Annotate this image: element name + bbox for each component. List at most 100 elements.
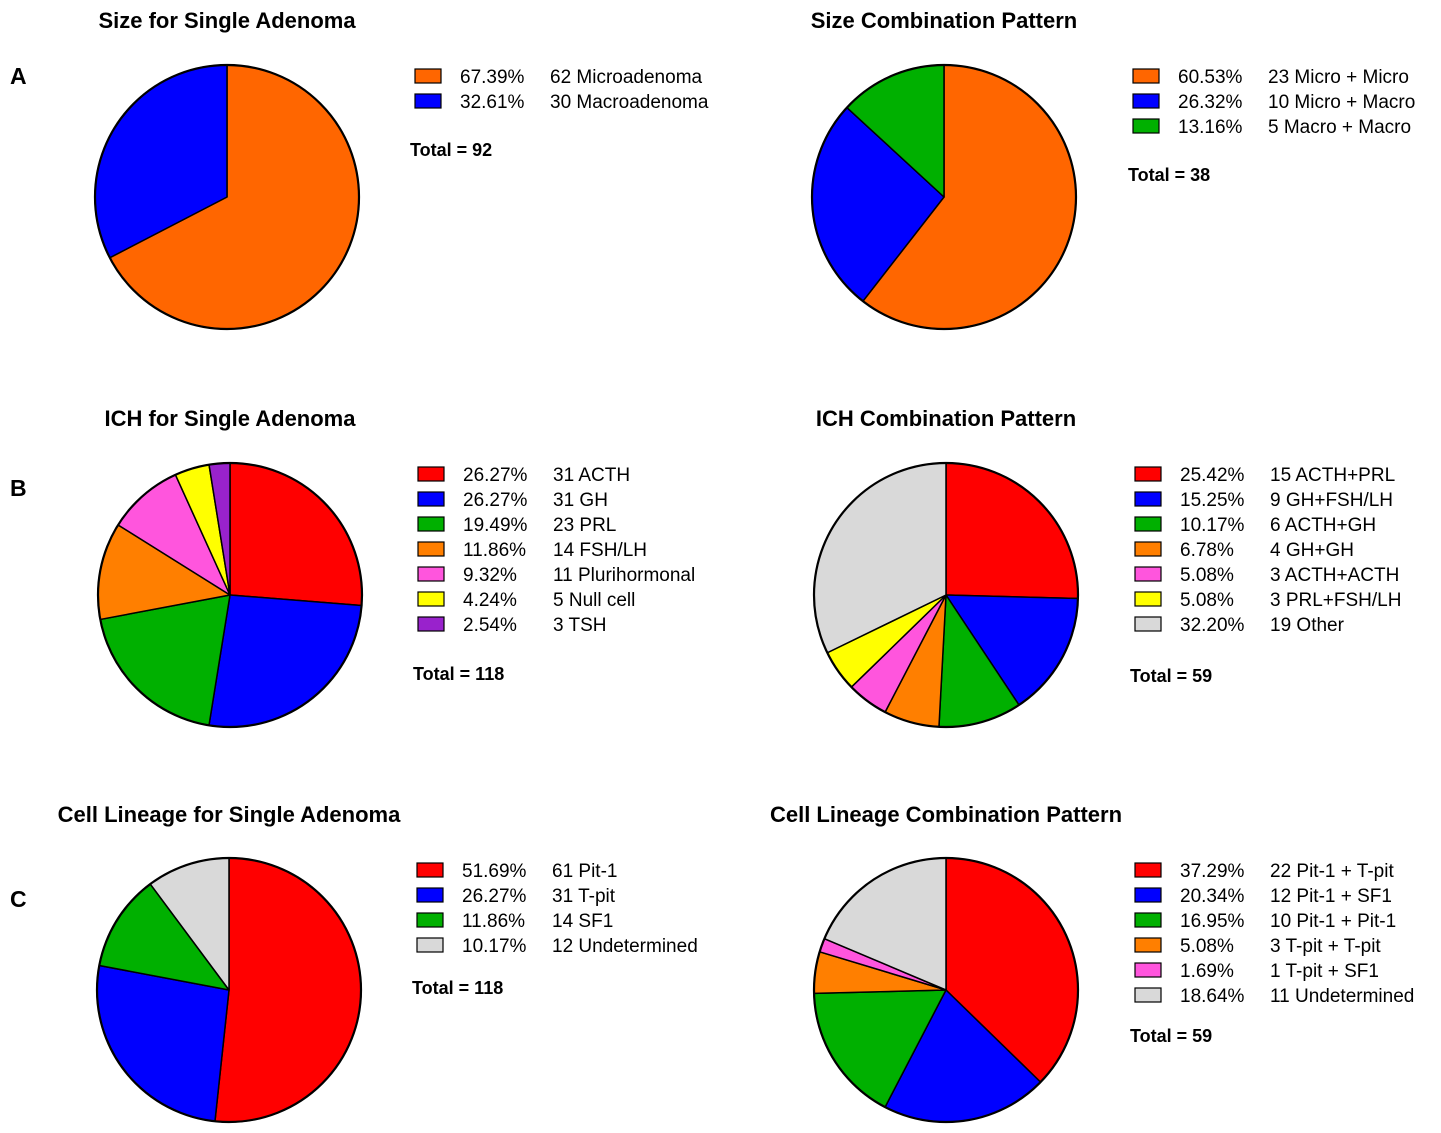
legend-label: 23 Micro + Micro xyxy=(1268,67,1409,88)
legend-percent: 4.24% xyxy=(463,590,517,611)
legend-percent: 10.17% xyxy=(1180,515,1245,536)
total-label: Total = 118 xyxy=(413,664,504,684)
legend-percent: 20.34% xyxy=(1180,886,1245,907)
legend-label: 12 Pit-1 + SF1 xyxy=(1270,886,1392,907)
pie-outline xyxy=(95,856,363,1124)
legend-swatch-null-cell xyxy=(417,591,445,607)
legend-label: 4 GH+GH xyxy=(1270,540,1354,561)
chart-panel-1: Size for Single Adenoma A 67.39% 62 Microad… xyxy=(10,8,709,331)
legend-label: 9 GH+FSH/LH xyxy=(1270,490,1393,511)
legend-percent: 25.42% xyxy=(1180,465,1245,486)
legend-swatch-pit-1-pit-1 xyxy=(1134,912,1162,928)
legend-swatch-pit-1-t-pit xyxy=(1134,862,1162,878)
legend-swatch-t-pit-t-pit xyxy=(1134,937,1162,953)
legend-swatch-prl xyxy=(417,516,445,532)
total-label: Total = 92 xyxy=(410,140,492,160)
legend-swatch-plurihormonal xyxy=(417,566,445,582)
legend-label: 14 FSH/LH xyxy=(553,540,647,561)
legend-percent: 10.17% xyxy=(462,936,527,957)
legend-swatch-t-pit-sf1 xyxy=(1134,962,1162,978)
legend-label: 11 Plurihormonal xyxy=(553,565,695,586)
legend-label: 15 ACTH+PRL xyxy=(1270,465,1395,486)
legend-percent: 11.86% xyxy=(462,911,525,932)
legend-percent: 2.54% xyxy=(463,615,517,636)
legend-swatch-macro-macro xyxy=(1132,118,1160,134)
chart-title: Cell Lineage Combination Pattern xyxy=(770,802,1122,827)
legend-label: 31 ACTH xyxy=(553,465,630,486)
pie-outline xyxy=(96,461,364,729)
legend-label: 23 PRL xyxy=(553,515,616,536)
legend-swatch-microadenoma xyxy=(414,68,442,84)
legend-label: 3 ACTH+ACTH xyxy=(1270,565,1399,586)
legend-percent: 6.78% xyxy=(1180,540,1234,561)
legend-swatch-pit-1-sf1 xyxy=(1134,887,1162,903)
legend-percent: 26.27% xyxy=(463,465,528,486)
total-label: Total = 59 xyxy=(1130,1026,1212,1046)
pie-slice-pit-1 xyxy=(214,857,362,1123)
pie-slice-gh xyxy=(208,594,363,728)
legend-percent: 11.86% xyxy=(463,540,526,561)
panel-letter: B xyxy=(10,475,27,501)
legend-label: 61 Pit-1 xyxy=(552,861,617,882)
legend-swatch-undetermined xyxy=(1134,987,1162,1003)
legend-percent: 26.27% xyxy=(463,490,528,511)
legend-swatch-acth-acth xyxy=(1134,566,1162,582)
chart-title: Size for Single Adenoma xyxy=(98,8,356,33)
legend-percent: 16.95% xyxy=(1180,911,1245,932)
total-label: Total = 118 xyxy=(412,978,503,998)
chart-title: Size Combination Pattern xyxy=(811,8,1077,33)
total-label: Total = 38 xyxy=(1128,165,1210,185)
legend-label: 30 Macroadenoma xyxy=(550,92,709,113)
legend-percent: 5.08% xyxy=(1180,565,1234,586)
legend-swatch-prl-fsh-lh xyxy=(1134,591,1162,607)
chart-title: Cell Lineage for Single Adenoma xyxy=(58,802,401,827)
panel-letter: A xyxy=(10,63,27,89)
chart-title: ICH for Single Adenoma xyxy=(105,406,357,431)
legend-swatch-tsh xyxy=(417,616,445,632)
legend-percent: 19.49% xyxy=(463,515,528,536)
legend-percent: 37.29% xyxy=(1180,861,1245,882)
legend-swatch-gh xyxy=(417,491,445,507)
legend-percent: 5.08% xyxy=(1180,936,1234,957)
pie-slice-acth-prl xyxy=(945,462,1079,600)
panel-letter: C xyxy=(10,886,27,912)
pie-outline xyxy=(810,63,1078,331)
legend-percent: 32.61% xyxy=(460,92,525,113)
legend-label: 5 Null cell xyxy=(553,590,635,611)
legend-percent: 5.08% xyxy=(1180,590,1234,611)
chart-panel-2: Size Combination Pattern 60.53% 23 Micro +… xyxy=(810,8,1415,331)
legend-percent: 18.64% xyxy=(1180,986,1245,1007)
legend-label: 3 T-pit + T-pit xyxy=(1270,936,1381,957)
legend-label: 10 Pit-1 + Pit-1 xyxy=(1270,911,1396,932)
legend-percent: 60.53% xyxy=(1178,67,1243,88)
legend-label: 12 Undetermined xyxy=(552,936,698,957)
legend-label: 3 TSH xyxy=(553,615,607,636)
legend-label: 3 PRL+FSH/LH xyxy=(1270,590,1401,611)
legend-swatch-other xyxy=(1134,616,1162,632)
chart-panel-6: Cell Lineage Combination Pattern 37.29% 22… xyxy=(770,802,1414,1124)
legend-swatch-pit-1 xyxy=(416,862,444,878)
legend-swatch-t-pit xyxy=(416,887,444,903)
legend-swatch-gh-fsh-lh xyxy=(1134,491,1162,507)
legend-percent: 32.20% xyxy=(1180,615,1245,636)
legend-label: 1 T-pit + SF1 xyxy=(1270,961,1379,982)
legend-swatch-undetermined xyxy=(416,937,444,953)
legend-percent: 51.69% xyxy=(462,861,527,882)
legend-swatch-macroadenoma xyxy=(414,93,442,109)
chart-title: ICH Combination Pattern xyxy=(816,406,1076,431)
legend-percent: 15.25% xyxy=(1180,490,1245,511)
legend-label: 62 Microadenoma xyxy=(550,67,703,88)
legend-percent: 13.16% xyxy=(1178,117,1243,138)
legend-swatch-sf1 xyxy=(416,912,444,928)
pie-slice-acth xyxy=(229,462,363,607)
pie-outline xyxy=(812,461,1080,729)
legend-swatch-acth-prl xyxy=(1134,466,1162,482)
pie-outline xyxy=(812,856,1080,1124)
legend-label: 31 GH xyxy=(553,490,608,511)
legend-label: 22 Pit-1 + T-pit xyxy=(1270,861,1394,882)
legend-swatch-acth xyxy=(417,466,445,482)
legend-label: 31 T-pit xyxy=(552,886,616,907)
legend-label: 6 ACTH+GH xyxy=(1270,515,1376,536)
legend-label: 11 Undetermined xyxy=(1270,986,1414,1007)
